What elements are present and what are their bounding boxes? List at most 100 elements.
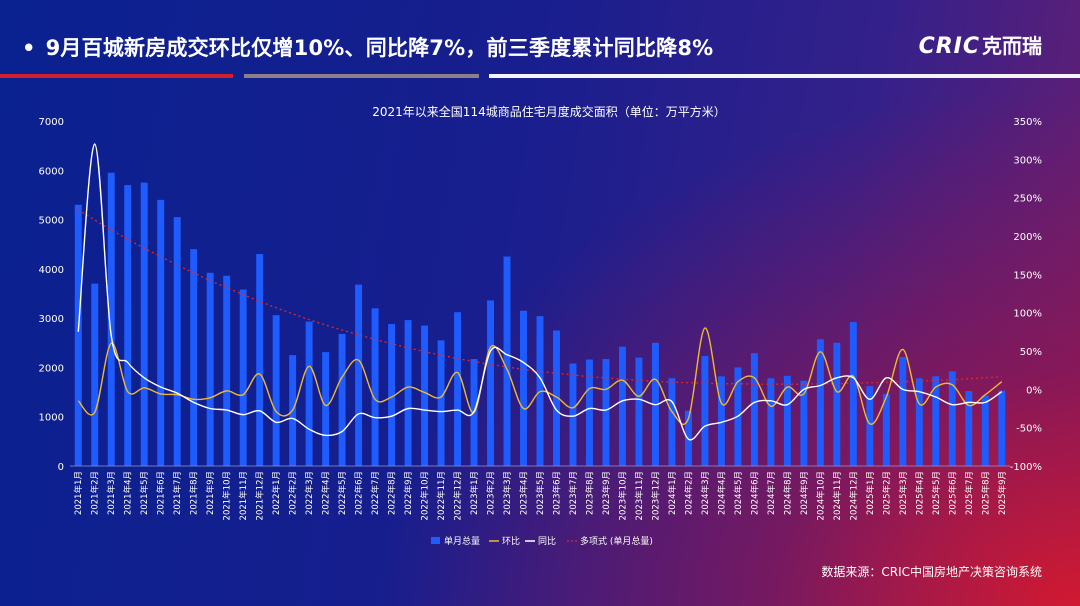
x-tick-label: 2024年6月: [749, 471, 760, 515]
x-tick-label: 2022年9月: [403, 471, 414, 515]
left-tick-label: 6000: [39, 166, 64, 177]
x-tick-label: 2023年4月: [519, 471, 530, 515]
left-tick-label: 0: [58, 462, 64, 473]
x-tick-label: 2022年12月: [453, 471, 464, 520]
right-tick-label: 150%: [1013, 270, 1042, 281]
x-tick-label: 2023年7月: [568, 471, 579, 515]
bar: [437, 340, 445, 466]
bar: [404, 320, 412, 466]
line-series: [77, 143, 1003, 441]
right-tick-label: 350%: [1013, 117, 1042, 128]
x-tick-label: 2024年7月: [766, 471, 777, 515]
x-tick-label: 2025年3月: [898, 471, 909, 515]
x-tick-label: 2024年10月: [815, 471, 826, 520]
x-tick-label: 2024年4月: [716, 471, 727, 515]
x-tick-label: 2022年3月: [304, 471, 315, 515]
right-tick-label: 50%: [1020, 347, 1042, 358]
x-tick-label: 2021年6月: [156, 471, 167, 515]
bar: [157, 199, 165, 466]
x-tick-label: 2025年6月: [947, 471, 958, 515]
x-tick-label: 2021年12月: [255, 471, 266, 520]
bar: [503, 256, 511, 466]
bar: [239, 289, 247, 466]
x-tick-label: 2023年1月: [469, 471, 480, 515]
bar: [256, 254, 264, 466]
x-tick-label: 2024年8月: [782, 471, 793, 515]
x-tick-label: 2024年9月: [799, 471, 810, 515]
x-axis: 2021年1月 2021年2月 2021年3月 2021年4月 2021年5月 2021年…: [73, 471, 1008, 520]
x-tick-label: 2021年1月: [73, 471, 84, 515]
yoy-line: [77, 143, 1003, 441]
x-tick-label: 2024年11月: [832, 471, 843, 520]
bar: [767, 378, 775, 466]
headline-text: 9月百城新房成交环比仅增10%、同比降7%，前三季度累计同比降8%: [45, 36, 714, 60]
bar: [569, 363, 577, 466]
left-tick-label: 1000: [39, 413, 64, 424]
bar: [899, 357, 907, 466]
x-tick-label: 2022年6月: [354, 471, 365, 515]
x-tick-label: 2024年12月: [848, 471, 859, 520]
bar: [388, 324, 396, 466]
cric-logo: CRIC 克而瑞: [919, 30, 1042, 59]
right-axis: -100% -50% 0% 50% 100% 150% 200% 250% 300% 350%: [1010, 117, 1042, 473]
left-tick-label: 2000: [39, 363, 64, 374]
bar: [602, 359, 610, 466]
x-tick-label: 2024年2月: [683, 471, 694, 515]
right-tick-label: 100%: [1013, 309, 1042, 320]
bar: [91, 283, 99, 466]
bar: [849, 322, 857, 466]
bar: [833, 342, 841, 466]
logo-cn: 克而瑞: [982, 34, 1042, 58]
x-tick-label: 2024年3月: [700, 471, 711, 515]
legend: 单月总量 环比 同比 多项式 (单月总量): [431, 535, 653, 547]
bar-series: [70, 172, 1010, 467]
right-tick-label: -100%: [1010, 462, 1042, 473]
bar: [520, 310, 527, 466]
x-tick-label: 2025年5月: [931, 471, 942, 515]
x-tick-label: 2024年5月: [733, 471, 744, 515]
mom-line: [77, 327, 1003, 425]
bar: [74, 204, 82, 467]
x-tick-label: 2025年7月: [964, 471, 975, 515]
bar: [124, 185, 132, 467]
bar: [223, 275, 231, 466]
divider-red: [0, 74, 233, 78]
x-tick-label: 2022年5月: [337, 471, 348, 515]
legend-label: 同比: [538, 535, 556, 547]
bar: [206, 272, 214, 466]
bar: [454, 312, 462, 466]
bar: [915, 378, 923, 466]
bar: [338, 333, 346, 466]
x-tick-label: 2023年5月: [535, 471, 546, 515]
x-tick-label: 2023年2月: [486, 471, 497, 515]
left-tick-label: 7000: [39, 117, 64, 128]
bar: [190, 249, 198, 466]
legend-label: 多项式 (单月总量): [580, 535, 653, 547]
bar: [816, 339, 824, 466]
left-tick-label: 5000: [39, 216, 64, 227]
right-tick-label: -50%: [1016, 424, 1042, 435]
x-tick-label: 2021年5月: [139, 471, 150, 515]
headline: • 9月百城新房成交环比仅增10%、同比降7%，前三季度累计同比降8%: [22, 32, 713, 62]
bar: [173, 217, 181, 466]
legend-swatch-bar: [431, 537, 440, 544]
bar: [981, 395, 989, 466]
x-tick-label: 2022年8月: [387, 471, 398, 515]
x-tick-label: 2025年2月: [881, 471, 892, 515]
bar: [965, 391, 973, 466]
bar: [371, 308, 379, 466]
headline-bullet: •: [22, 36, 36, 60]
x-tick-label: 2023年9月: [601, 471, 612, 515]
x-tick-label: 2022年4月: [321, 471, 332, 515]
legend-label: 环比: [502, 535, 520, 547]
bar: [586, 359, 593, 466]
right-tick-label: 0%: [1026, 385, 1042, 396]
x-tick-label: 2023年12月: [650, 471, 661, 520]
x-tick-label: 2024年1月: [667, 471, 678, 515]
bar: [783, 375, 791, 466]
x-tick-label: 2023年11月: [634, 471, 645, 520]
x-tick-label: 2021年11月: [238, 471, 249, 520]
bar: [668, 378, 676, 466]
